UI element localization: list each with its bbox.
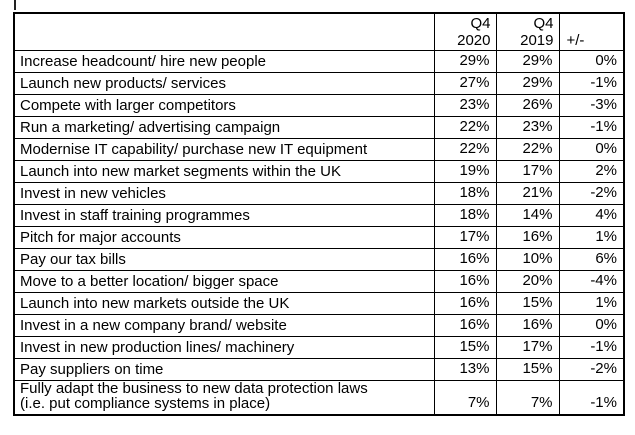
- row-label: Invest in a new company brand/ website: [13, 314, 435, 337]
- value-q4-2019: 22%: [495, 138, 560, 161]
- row-label: Launch new products/ services: [13, 72, 435, 95]
- value-q4-2019: 16%: [495, 226, 560, 249]
- table-row: Launch into new markets outside the UK 16…: [13, 292, 625, 315]
- value-change: -1%: [558, 336, 625, 359]
- row-label: Move to a better location/ bigger space: [13, 270, 435, 293]
- value-q4-2019: 29%: [495, 50, 560, 73]
- value-change: 4%: [558, 204, 625, 227]
- value-q4-2020: 27%: [433, 72, 497, 95]
- value-q4-2020: 16%: [433, 292, 497, 315]
- value-change: -3%: [558, 94, 625, 117]
- table-row: Invest in new vehicles 18% 21% -2%: [13, 182, 625, 205]
- table-row: Fully adapt the business to new data pro…: [13, 380, 625, 416]
- value-q4-2020: 15%: [433, 336, 497, 359]
- value-change: 0%: [558, 138, 625, 161]
- value-q4-2019: 23%: [495, 116, 560, 139]
- table-row: Compete with larger competitors 23% 26% -3%: [13, 94, 625, 117]
- value-change: -4%: [558, 270, 625, 293]
- table-row: Invest in staff training programmes 18% 14…: [13, 204, 625, 227]
- row-label: Pay suppliers on time: [13, 358, 435, 381]
- header-blank-cell: [13, 12, 435, 51]
- value-q4-2020: 16%: [433, 314, 497, 337]
- row-label: Fully adapt the business to new data pro…: [13, 380, 435, 416]
- value-change: -2%: [558, 358, 625, 381]
- header-q4-2020: Q4 2020: [433, 12, 497, 51]
- value-q4-2019: 15%: [495, 292, 560, 315]
- value-q4-2019: 17%: [495, 160, 560, 183]
- value-q4-2020: 18%: [433, 204, 497, 227]
- row-label: Run a marketing/ advertising campaign: [13, 116, 435, 139]
- table-row: Increase headcount/ hire new people 29% 29…: [13, 50, 625, 73]
- table-row: Pay our tax bills 16% 10% 6%: [13, 248, 625, 271]
- value-q4-2019: 15%: [495, 358, 560, 381]
- value-q4-2019: 20%: [495, 270, 560, 293]
- value-q4-2020: 17%: [433, 226, 497, 249]
- table-header-row: Q4 2020 Q4 2019 +/-: [13, 12, 625, 51]
- value-change: -1%: [558, 116, 625, 139]
- business-plans-table: Q4 2020 Q4 2019 +/- Increase headcount/ …: [13, 12, 625, 416]
- value-q4-2019: 26%: [495, 94, 560, 117]
- value-change: -1%: [558, 72, 625, 95]
- value-q4-2020: 19%: [433, 160, 497, 183]
- row-label: Invest in new vehicles: [13, 182, 435, 205]
- row-label: Launch into new market segments within t…: [13, 160, 435, 183]
- value-change: 1%: [558, 292, 625, 315]
- table-body: Increase headcount/ hire new people 29% 29…: [13, 50, 625, 416]
- value-q4-2019: 16%: [495, 314, 560, 337]
- table-row: Modernise IT capability/ purchase new IT…: [13, 138, 625, 161]
- value-q4-2020: 22%: [433, 138, 497, 161]
- value-change: -2%: [558, 182, 625, 205]
- table-row: Move to a better location/ bigger space 1…: [13, 270, 625, 293]
- value-q4-2020: 29%: [433, 50, 497, 73]
- value-q4-2019: 7%: [495, 380, 560, 416]
- value-q4-2019: 17%: [495, 336, 560, 359]
- row-label: Modernise IT capability/ purchase new IT…: [13, 138, 435, 161]
- row-label: Increase headcount/ hire new people: [13, 50, 435, 73]
- value-q4-2019: 21%: [495, 182, 560, 205]
- row-label: Pitch for major accounts: [13, 226, 435, 249]
- value-change: 2%: [558, 160, 625, 183]
- table-row: Launch new products/ services 27% 29% -1%: [13, 72, 625, 95]
- row-label: Invest in staff training programmes: [13, 204, 435, 227]
- value-change: 1%: [558, 226, 625, 249]
- header-change: +/-: [558, 12, 625, 51]
- table-row: Pitch for major accounts 17% 16% 1%: [13, 226, 625, 249]
- table-row: Run a marketing/ advertising campaign 22%…: [13, 116, 625, 139]
- value-change: 6%: [558, 248, 625, 271]
- value-q4-2020: 13%: [433, 358, 497, 381]
- row-label: Compete with larger competitors: [13, 94, 435, 117]
- row-label: Launch into new markets outside the UK: [13, 292, 435, 315]
- table-row: Pay suppliers on time 13% 15% -2%: [13, 358, 625, 381]
- table-row: Invest in new production lines/ machiner…: [13, 336, 625, 359]
- header-q4-2019: Q4 2019: [495, 12, 560, 51]
- value-q4-2020: 18%: [433, 182, 497, 205]
- value-change: -1%: [558, 380, 625, 416]
- value-change: 0%: [558, 314, 625, 337]
- row-label: Invest in new production lines/ machiner…: [13, 336, 435, 359]
- value-q4-2020: 22%: [433, 116, 497, 139]
- row-label: Pay our tax bills: [13, 248, 435, 271]
- value-change: 0%: [558, 50, 625, 73]
- table-row: Launch into new market segments within t…: [13, 160, 625, 183]
- value-q4-2019: 10%: [495, 248, 560, 271]
- value-q4-2019: 29%: [495, 72, 560, 95]
- table-row: Invest in a new company brand/ website 16…: [13, 314, 625, 337]
- value-q4-2020: 16%: [433, 270, 497, 293]
- value-q4-2019: 14%: [495, 204, 560, 227]
- page-edge-artifact: [14, 0, 16, 10]
- value-q4-2020: 23%: [433, 94, 497, 117]
- value-q4-2020: 7%: [433, 380, 497, 416]
- value-q4-2020: 16%: [433, 248, 497, 271]
